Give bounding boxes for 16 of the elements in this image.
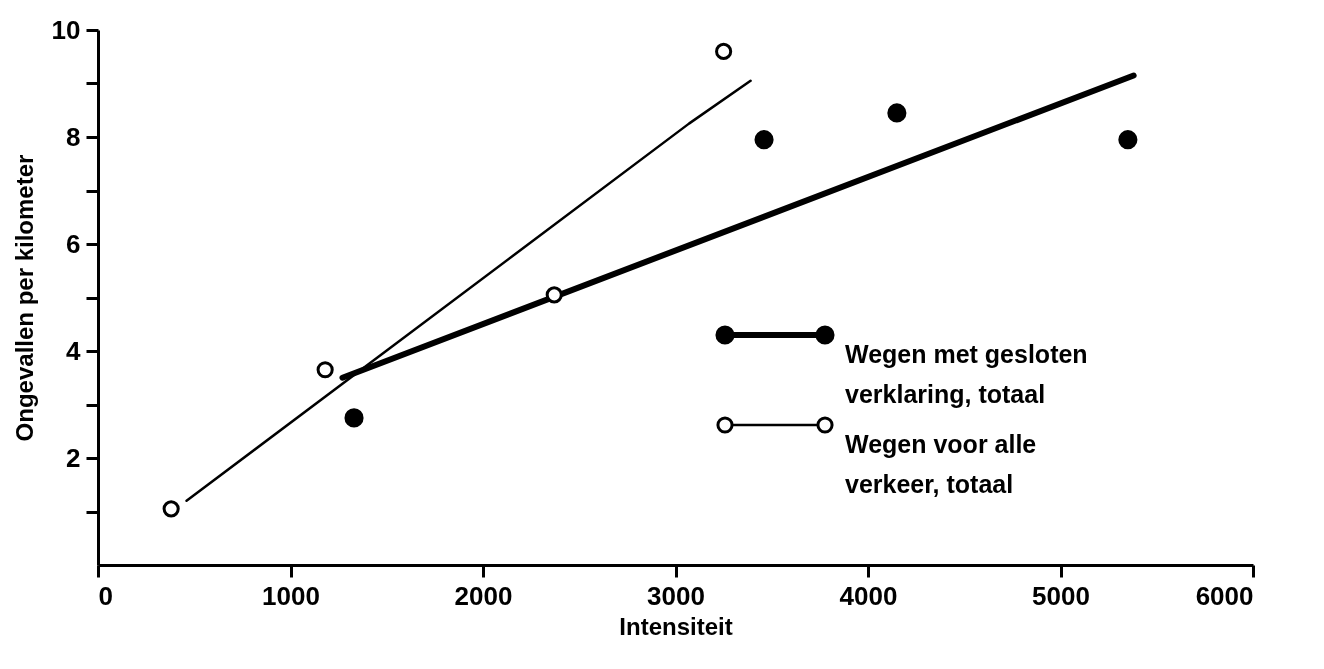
x-tick-label: 1000 [262,580,320,611]
x-tick-label: 6000 [1195,580,1254,611]
x-tick-label: 2000 [454,580,513,611]
y-tick-label: 10 [51,14,81,45]
y-tick-label: 6 [66,228,81,259]
legend-label: Wegen voor alle verkeer, totaal [845,430,1037,498]
x-tick-label: 3000 [647,580,705,611]
y-tick-label: 8 [66,121,81,152]
y-axis-title: Ongevallen per kilometer [10,154,38,442]
x-tick-label: 4000 [839,580,898,611]
x-tick-label: 5000 [1032,580,1090,611]
x-tick-label: 0 [98,580,113,611]
y-tick-label: 2 [66,442,81,473]
legend-label: Wegen met gesloten verklaring, totaal [845,340,1088,408]
y-tick-label: 4 [66,335,82,366]
x-axis-title: Intensiteit [619,612,733,640]
